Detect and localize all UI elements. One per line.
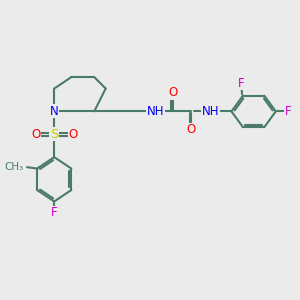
Text: S: S (50, 128, 58, 141)
Text: F: F (284, 105, 291, 118)
Text: F: F (238, 77, 245, 90)
Text: N: N (50, 105, 58, 118)
Text: O: O (31, 128, 40, 141)
Text: O: O (168, 86, 178, 99)
Text: NH: NH (147, 105, 164, 118)
Text: O: O (187, 124, 196, 136)
Text: O: O (68, 128, 77, 141)
Text: F: F (51, 206, 58, 219)
Text: CH₃: CH₃ (4, 162, 24, 172)
Text: NH: NH (202, 105, 219, 118)
